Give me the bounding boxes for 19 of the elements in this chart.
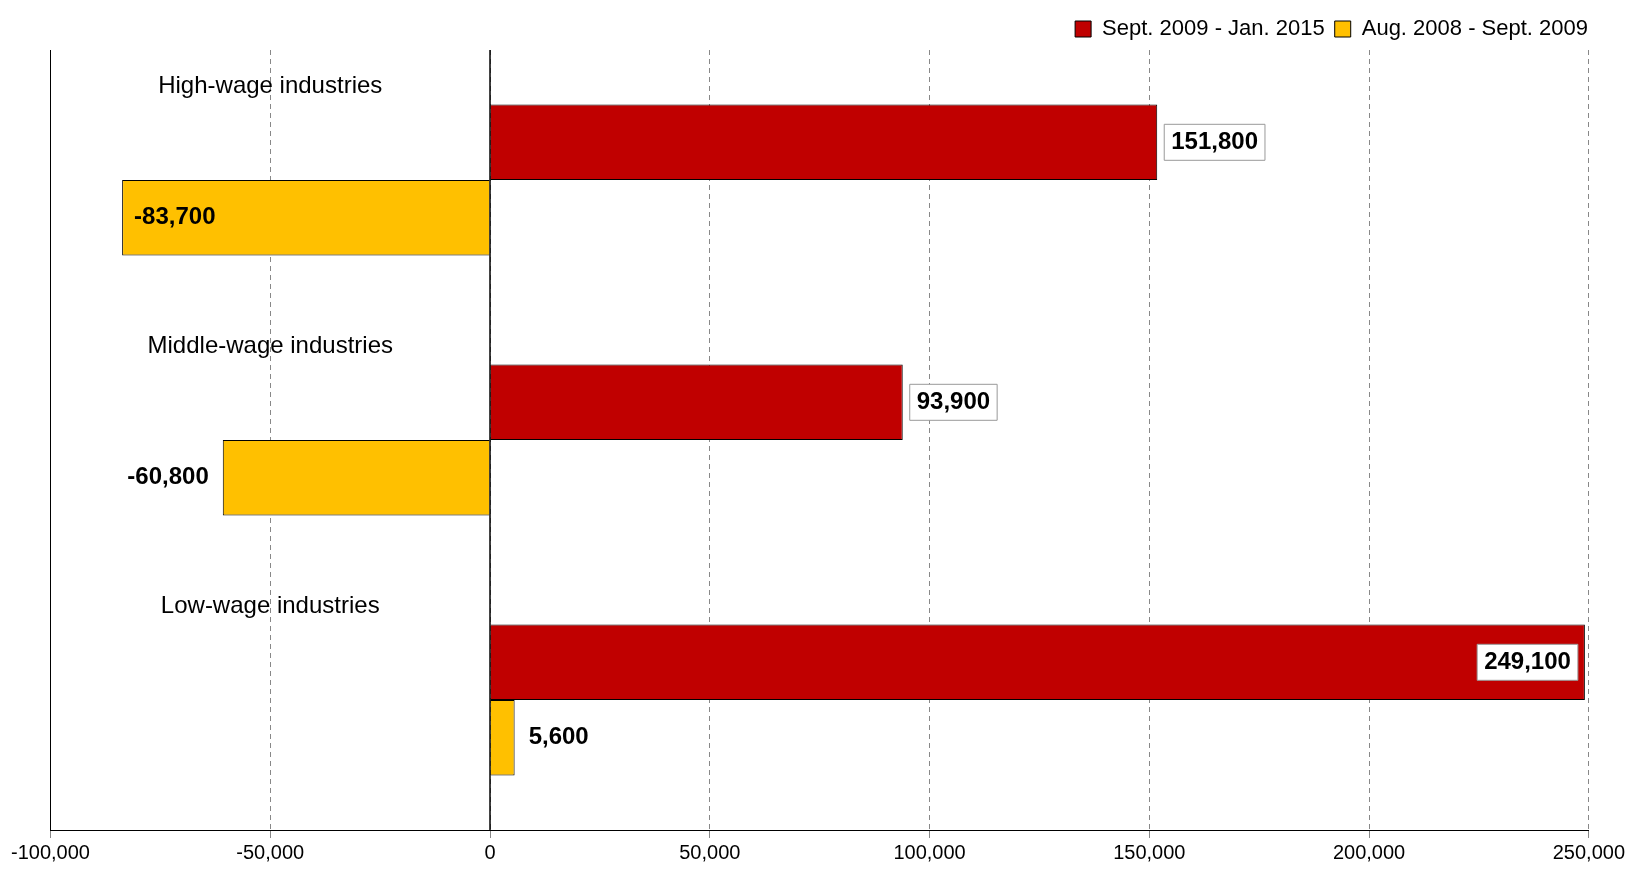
data-label: -83,700 [134, 202, 216, 230]
x-tick-label: 250,000 [1552, 840, 1625, 863]
y-tick-label: High-wage industries [158, 71, 383, 99]
x-tick-label: -50,000 [236, 840, 305, 863]
x-tick-label: 0 [484, 840, 496, 863]
x-tick-label: 100,000 [893, 840, 966, 863]
x-tick-label: 50,000 [679, 840, 741, 863]
legend-label: Sept. 2009 - Jan. 2015 [1102, 15, 1325, 41]
x-tick-label: -100,000 [10, 840, 90, 863]
data-label: 93,900 [916, 386, 991, 414]
y-tick-label: Low-wage industries [160, 591, 380, 619]
x-tick-label: 150,000 [1113, 840, 1186, 863]
data-label: 5,600 [528, 722, 589, 750]
data-label: 151,800 [1171, 126, 1258, 154]
data-label: 249,100 [1484, 646, 1571, 674]
y-tick-label: Middle-wage industries [147, 331, 393, 359]
data-label: -60,800 [127, 462, 209, 490]
x-tick-label: 200,000 [1332, 840, 1406, 863]
legend-label: Aug. 2008 - Sept. 2009 [1361, 15, 1589, 41]
